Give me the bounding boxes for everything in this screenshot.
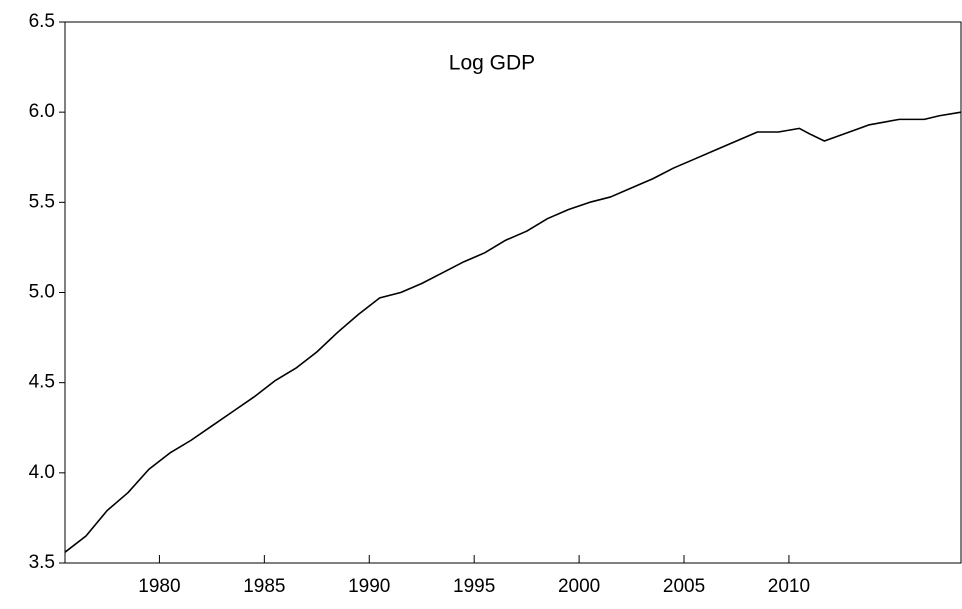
- chart-title: Log GDP: [449, 52, 535, 75]
- y-tick-label: 5.5: [29, 191, 55, 212]
- x-tick-label: 2010: [768, 576, 810, 597]
- line-series: [64, 111, 962, 553]
- x-tick-label: 2000: [558, 576, 600, 597]
- x-tick-label: 1995: [453, 576, 495, 597]
- x-tick-label: 1985: [243, 576, 285, 597]
- y-tick-label: 4.0: [29, 462, 55, 483]
- y-tick-label: 6.0: [29, 101, 55, 122]
- y-tick-label: 6.5: [29, 11, 55, 32]
- y-tick-label: 3.5: [29, 552, 55, 573]
- y-tick-label: 5.0: [29, 282, 55, 303]
- x-tick-label: 1990: [348, 576, 390, 597]
- x-tick-label: 1980: [138, 576, 180, 597]
- y-tick-label: 4.5: [29, 372, 55, 393]
- plot-frame: [64, 21, 962, 564]
- x-tick-label: 2005: [663, 576, 705, 597]
